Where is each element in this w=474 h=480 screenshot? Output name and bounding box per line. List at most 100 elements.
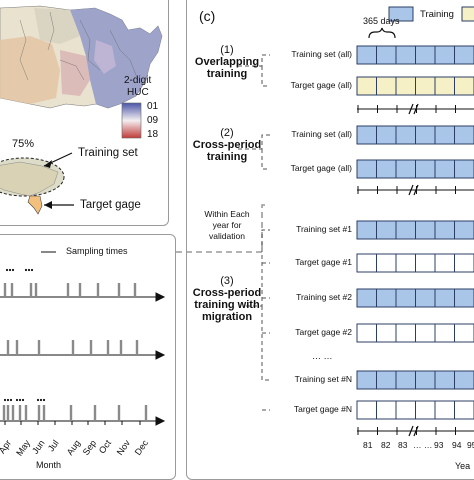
year-tick-label: 94: [452, 440, 461, 450]
timeline-box: [416, 77, 436, 95]
validation-note-2: year for: [199, 220, 255, 230]
year-tick-label: 83: [398, 440, 407, 450]
timeline-box: [396, 371, 416, 389]
section-3-number: (3): [196, 275, 258, 287]
sampling-legend-label: Sampling times: [66, 246, 128, 256]
timeline-box: [396, 289, 416, 307]
days-label: 365 days: [363, 16, 400, 26]
timeline-box: [416, 401, 436, 419]
timeline-box: [416, 126, 436, 144]
legend-target-swatch: [462, 7, 474, 21]
timeline-box: [357, 324, 377, 342]
timeline-box: [416, 371, 436, 389]
percent-label: 75%: [12, 138, 34, 150]
panel-c-label: (c): [199, 8, 215, 24]
section-2-title-line-2: training: [188, 151, 266, 163]
timeline-box: [416, 221, 436, 239]
huc-title-line1: 2-digit: [124, 75, 151, 86]
timeline-box: [435, 401, 455, 419]
timeline-box: [357, 254, 377, 272]
sampling-ticks: [5, 421, 140, 425]
box-rows: [357, 46, 474, 419]
row-label: Training set (all): [272, 49, 352, 59]
timeline-box: [416, 160, 436, 178]
huc-scale-label-top: 01: [147, 101, 158, 112]
training-set-label: Training set: [78, 147, 138, 159]
validation-note-1: Within Each: [199, 209, 255, 219]
section-2-title-line-1: Cross-period: [188, 139, 266, 151]
timeline-box: [435, 371, 455, 389]
section-3-title-line-2: training with: [188, 299, 266, 311]
timeline-box: [357, 221, 377, 239]
year-axis-label: Yea: [455, 461, 470, 471]
section-1-number: (1): [196, 44, 258, 56]
year-tick-label: … …: [413, 440, 432, 450]
timeline-box: [357, 46, 377, 64]
row-label: Target gage (all): [272, 80, 352, 90]
timeline-box: [377, 160, 397, 178]
timeline-box: [416, 324, 436, 342]
validation-note-3: validation: [199, 231, 255, 241]
year-tick-label: 82: [381, 440, 390, 450]
timeline-box: [357, 371, 377, 389]
timeline-box: [396, 77, 416, 95]
timeline-box: [455, 77, 474, 95]
timeline-box: [455, 401, 474, 419]
timeline-box: [377, 289, 397, 307]
timeline-box: [455, 289, 474, 307]
year-tick-label: 81: [363, 440, 372, 450]
timeline-box: [377, 254, 397, 272]
row-label: Target gage #2: [272, 327, 352, 337]
timeline-box: [455, 221, 474, 239]
section-3-title-line-3: migration: [188, 311, 266, 323]
timeline-box: [455, 324, 474, 342]
section-1-title-line-1: Overlapping: [188, 56, 266, 68]
timeline-box: [396, 254, 416, 272]
rows-ellipsis: … …: [312, 351, 333, 361]
timeline-box: [455, 254, 474, 272]
timeline-box: [455, 46, 474, 64]
timeline-box: [435, 46, 455, 64]
timeline-box: [396, 221, 416, 239]
row-label: Training set #N: [272, 374, 352, 384]
section-3-title-line-1: Cross-period: [188, 287, 266, 299]
timeline-box: [377, 371, 397, 389]
month-axis-label: Month: [36, 460, 61, 470]
timeline-box: [416, 289, 436, 307]
huc-scale-label-mid: 09: [147, 115, 158, 126]
timeline-box: [435, 126, 455, 144]
year-tick-label: 93: [434, 440, 443, 450]
timeline-box: [435, 221, 455, 239]
timeline-box: [455, 126, 474, 144]
timeline-box: [435, 160, 455, 178]
sampling-dots: [4, 269, 45, 401]
timeline-box: [357, 401, 377, 419]
timeline-box: [377, 324, 397, 342]
row-label: Training set #2: [272, 292, 352, 302]
target-gage-label: Target gage: [80, 199, 141, 211]
timeline-box: [435, 254, 455, 272]
timeline-box: [435, 324, 455, 342]
days-brace: [369, 28, 395, 38]
timeline-box: [396, 401, 416, 419]
timeline-box: [377, 77, 397, 95]
timeline-box: [396, 46, 416, 64]
year-tick-label: 95: [467, 440, 474, 450]
timeline-box: [416, 46, 436, 64]
huc-scale-bar: [122, 103, 141, 138]
legend-training-label: Training: [420, 9, 454, 20]
timeline-box: [396, 324, 416, 342]
timeline-box: [357, 289, 377, 307]
row-label: Target gage (all): [272, 163, 352, 173]
timeline-box: [377, 401, 397, 419]
huc-scale-label-bottom: 18: [147, 129, 158, 140]
sampling-timelines: [0, 293, 164, 425]
timeline-box: [357, 126, 377, 144]
target-gage-region: [28, 196, 42, 214]
timeline-box: [357, 77, 377, 95]
timeline-box: [435, 77, 455, 95]
timeline-box: [396, 160, 416, 178]
section-1-title-line-2: training: [188, 68, 266, 80]
timeline-box: [357, 160, 377, 178]
row-label: Training set #1: [272, 224, 352, 234]
